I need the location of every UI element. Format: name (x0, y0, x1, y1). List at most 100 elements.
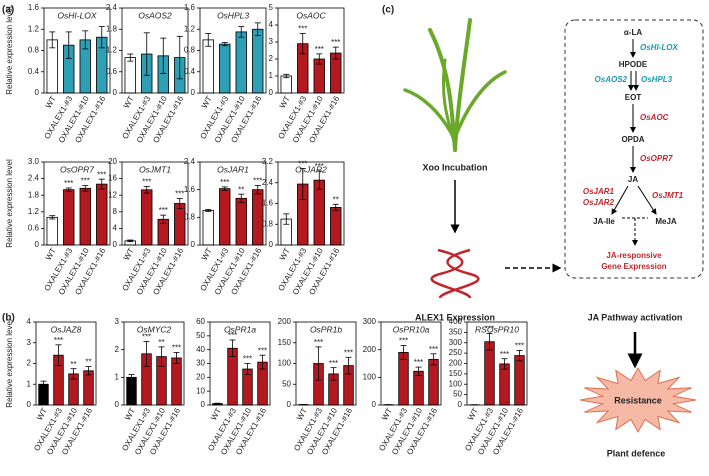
y-axis-label: Relative expression level (5, 6, 14, 95)
gene: OsAOC (640, 113, 669, 122)
significance-label: *** (142, 178, 151, 187)
error-bar (330, 367, 337, 381)
y-tick-label: 100 (278, 359, 292, 368)
y-tick-label: 1.2 (184, 24, 196, 33)
y-tick-label: 2.4 (106, 3, 118, 12)
error-bar (254, 185, 261, 195)
significance-label: *** (258, 346, 267, 355)
x-tick-label: WT (209, 406, 223, 421)
metabolite: JA (628, 175, 638, 184)
significance-label: ** (158, 338, 164, 347)
y-tick-label: 300 (363, 317, 377, 326)
y-tick-label: 8 (113, 207, 118, 216)
x-tick-label: WT (35, 406, 49, 421)
chart-title: RSOsPR10 (475, 324, 519, 334)
panel-label: (a) (2, 5, 14, 16)
x-tick-label: WT (44, 246, 58, 261)
significance-label: *** (298, 160, 307, 169)
y-tick-label: 0 (191, 88, 196, 97)
error-bar (345, 356, 352, 375)
bar (63, 189, 75, 246)
bar (313, 179, 325, 246)
significance-label: ** (70, 360, 76, 369)
significance-label: *** (315, 45, 324, 54)
outcome: JA-responsive (606, 251, 662, 260)
y-tick-label: 200 (278, 317, 292, 326)
significance-label: *** (399, 337, 408, 346)
plot-frame (466, 321, 528, 406)
x-tick-label: WT (295, 406, 309, 421)
y-tick-label: 400 (449, 317, 463, 326)
plot-frame (43, 7, 111, 94)
y-tick-label: 350 (449, 327, 463, 336)
activation-label: JA Pathway activation (588, 312, 683, 322)
chart: 0123WT***OXALEX1-#3**OXALEX1-#10***OXALE… (115, 317, 185, 457)
error-bar (238, 193, 245, 203)
y-tick-label: 0 (113, 88, 118, 97)
arrow (637, 185, 657, 215)
significance-label: ** (85, 358, 91, 367)
error-bar (70, 368, 77, 380)
chart-title: OsHI-LOX (57, 10, 97, 20)
chart: 00.81.62.4WT***OXALEX1-#3**OXALEX1-#10**… (184, 157, 267, 297)
bar (141, 189, 153, 246)
metabolite: EOT (625, 93, 642, 102)
x-tick-label: WT (380, 406, 394, 421)
chart: 0100200300WT***OXALEX1-#3***OXALEX1-#10*… (363, 317, 442, 457)
significance-label: *** (414, 358, 423, 367)
bar (202, 39, 214, 94)
y-tick-label: 10 (196, 386, 205, 395)
y-tick-label: 2.4 (28, 174, 40, 183)
y-tick-label: 1.6 (28, 3, 40, 12)
error-bar (254, 22, 261, 37)
y-tick-label: 1.8 (28, 190, 40, 199)
y-tick-label: 0.8 (184, 212, 196, 221)
error-bar (176, 198, 183, 209)
plot-frame (380, 321, 442, 406)
y-axis-label: Relative expression level (5, 319, 14, 408)
error-bar (486, 333, 493, 351)
chart: 048121620WT***OXALEX1-#3***OXALEX1-#10**… (108, 157, 189, 297)
y-tick-label: 0.8 (184, 46, 196, 55)
y-tick-label: 20 (196, 372, 205, 381)
error-bar (176, 35, 183, 80)
metabolite: OPDA (621, 135, 644, 144)
error-bar (158, 346, 165, 367)
y-tick-label: 1.8 (106, 24, 118, 33)
significance-label: *** (500, 350, 509, 359)
y-tick-label: 0 (35, 240, 40, 249)
y-tick-label: 3.2 (262, 157, 274, 166)
y-tick-label: 0 (269, 88, 274, 97)
significance-label: ** (333, 195, 339, 204)
error-bar (49, 31, 56, 49)
bar (174, 203, 186, 246)
error-bar (65, 31, 72, 59)
y-tick-label: 0 (287, 400, 292, 409)
significance-label: *** (228, 331, 237, 340)
gene: OsAOS2 (595, 75, 628, 84)
error-bar (283, 73, 290, 79)
bar (280, 75, 292, 94)
error-bar (214, 402, 221, 405)
y-tick-label: 2 (115, 345, 120, 354)
error-bar (283, 213, 290, 225)
bar (202, 210, 214, 246)
y-tick-label: 50 (196, 331, 205, 340)
error-bar (259, 354, 266, 370)
y-tick-label: 3 (269, 37, 274, 46)
y-tick-label: 3.0 (28, 157, 40, 166)
y-tick-label: 20 (108, 157, 117, 166)
bar (46, 216, 58, 246)
panel-label: (b) (2, 313, 15, 324)
bar (428, 358, 439, 406)
x-tick-label: WT (278, 246, 292, 261)
outcome: Gene Expression (601, 262, 666, 271)
y-tick-label: 150 (449, 369, 463, 378)
y-tick-label: 0 (191, 240, 196, 249)
chart-title: OsPR1a (224, 324, 256, 334)
expression-label: ALEX1 Expression (415, 312, 495, 322)
error-bar (229, 339, 236, 357)
error-bar (415, 366, 422, 376)
starburst (579, 366, 697, 434)
error-bar (315, 346, 322, 381)
